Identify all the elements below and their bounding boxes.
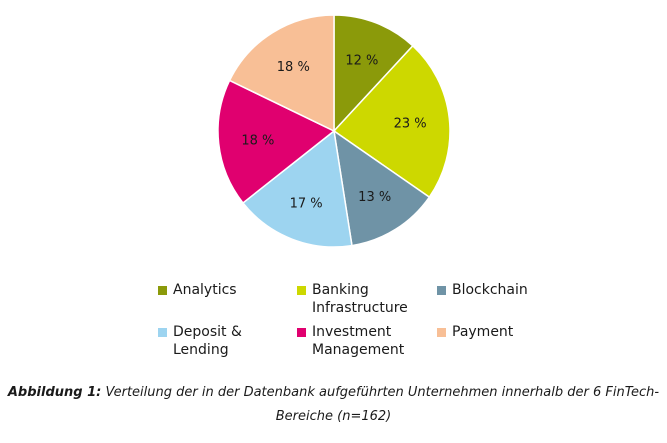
legend-swatch	[297, 328, 306, 337]
legend-item-analytics: Analytics	[158, 281, 285, 299]
caption-label: Abbildung 1:	[7, 385, 102, 400]
pie-slice-banking-infrastructure	[332, 44, 451, 199]
legend-label: Payment	[452, 324, 514, 340]
pie-slice-label-analytics: 12 %	[345, 54, 378, 69]
pie-slice-label-investment-management: 18 %	[241, 133, 274, 148]
pie-slice-deposit-lending	[241, 129, 353, 248]
legend-item-deposit-lending: Deposit & Lending	[158, 323, 263, 359]
legend-swatch	[437, 328, 446, 337]
pie-slice-label-payment: 18 %	[277, 60, 310, 75]
figure-caption: Abbildung 1: Verteilung der in der Daten…	[0, 381, 667, 429]
pie-slice-label-deposit-lending: 17 %	[290, 196, 323, 211]
legend-swatch	[437, 286, 446, 295]
legend-item-payment: Payment	[437, 323, 564, 341]
pie-slice-blockchain	[332, 129, 431, 247]
legend-label: Analytics	[173, 282, 237, 298]
legend-swatch	[297, 286, 306, 295]
legend-item-banking-infrastructure: Banking Infrastructure	[297, 281, 422, 317]
legend-swatch	[158, 328, 167, 337]
legend-swatch	[158, 286, 167, 295]
legend-label: Deposit & Lending	[173, 324, 242, 358]
legend-label: Investment Management	[312, 324, 405, 358]
pie-slice-analytics	[333, 14, 414, 133]
pie-slice-payment	[228, 14, 335, 133]
pie-slice-label-blockchain: 13 %	[358, 190, 391, 205]
pie-chart: 12 % 23 % 13 % 17 % 18 % 18 %	[217, 14, 451, 248]
legend-label: Blockchain	[452, 282, 528, 298]
pie-slice-label-banking-infrastructure: 23 %	[394, 117, 427, 132]
legend-label: Banking Infrastructure	[312, 282, 408, 316]
caption-text: Verteilung der in der Datenbank aufgefüh…	[105, 385, 660, 424]
legend-item-investment-management: Investment Management	[297, 323, 422, 359]
pie-slice-investment-management	[217, 79, 336, 204]
legend-item-blockchain: Blockchain	[437, 281, 564, 299]
